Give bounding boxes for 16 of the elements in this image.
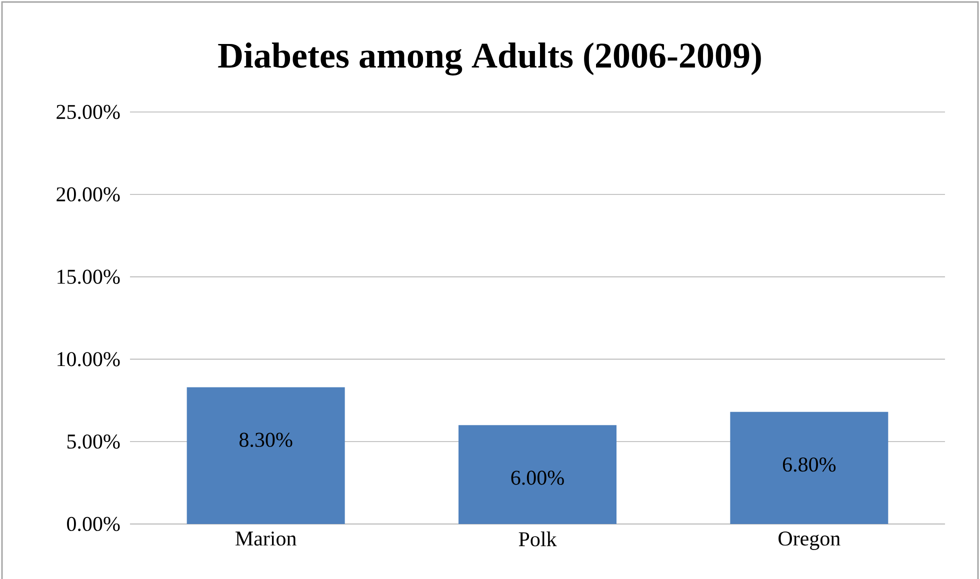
x-tick-label: Marion: [236, 532, 296, 546]
y-tick-label: 15.00%: [58, 270, 120, 284]
x-tick-label: Polk: [518, 532, 557, 546]
y-tick-label: 20.00%: [56, 187, 120, 202]
bar: [730, 412, 888, 524]
bar: [458, 425, 617, 524]
x-tick-label: Oregon: [778, 532, 840, 550]
bar: [186, 387, 345, 524]
data-label: 8.30%: [240, 432, 292, 448]
chart-title: Diabetes among Adults (2006-2009): [218, 42, 761, 76]
y-tick-label: 10.00%: [58, 352, 120, 366]
y-tick-label: 0.00%: [67, 516, 120, 532]
y-tick-label: 5.00%: [67, 434, 120, 449]
y-tick-label: 25.00%: [56, 104, 120, 120]
data-label: 6.80%: [782, 457, 836, 472]
data-label: 6.00%: [511, 470, 564, 485]
